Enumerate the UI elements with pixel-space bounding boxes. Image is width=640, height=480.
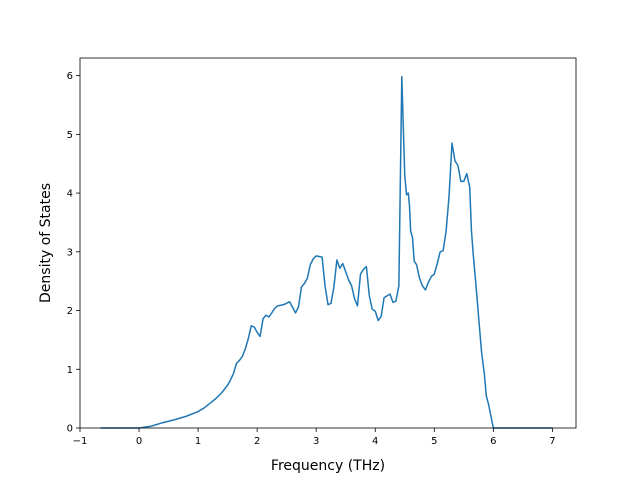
y-tick-label: 6 [67, 71, 73, 82]
y-axis: 0 1 2 3 4 5 6 [67, 71, 80, 435]
x-tick-label: 6 [490, 436, 496, 447]
y-tick-label: 1 [67, 365, 73, 376]
x-tick-label: 1 [195, 436, 201, 447]
y-tick-label: 0 [67, 424, 73, 435]
y-tick-label: 3 [67, 247, 73, 258]
x-tick-label: 0 [136, 436, 142, 447]
x-axis: −1 0 1 2 3 4 5 6 7 [73, 428, 556, 447]
x-tick-label: 7 [549, 436, 555, 447]
y-axis-label: Density of States [38, 183, 54, 303]
x-tick-label: 4 [372, 436, 378, 447]
plot-area [100, 76, 553, 429]
axes-frame [79, 57, 577, 429]
x-tick-label: −1 [73, 436, 88, 447]
y-tick-label: 2 [67, 306, 73, 317]
y-tick-label: 4 [67, 189, 73, 200]
x-axis-label: Frequency (THz) [271, 458, 385, 474]
dos-series-line [100, 76, 553, 429]
x-tick-label: 5 [431, 436, 437, 447]
x-tick-label: 3 [313, 436, 319, 447]
x-tick-label: 2 [254, 436, 260, 447]
y-tick-label: 5 [67, 130, 73, 141]
